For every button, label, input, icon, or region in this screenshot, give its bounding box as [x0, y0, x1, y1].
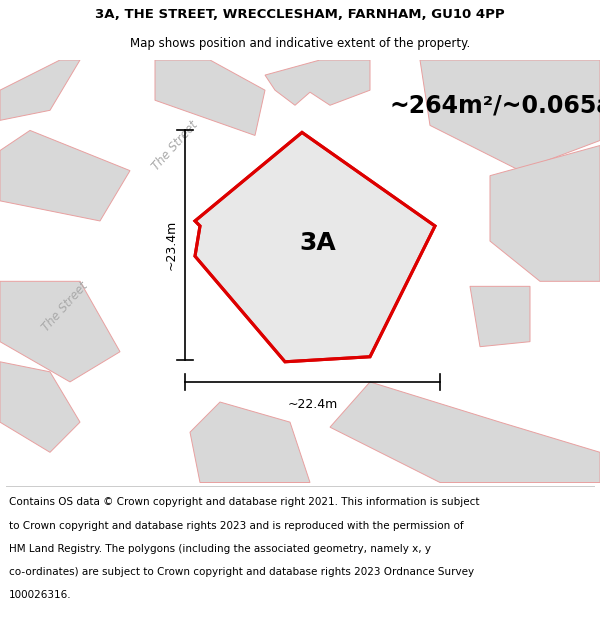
- Text: ~23.4m: ~23.4m: [164, 220, 178, 270]
- Text: ~264m²/~0.065ac.: ~264m²/~0.065ac.: [390, 93, 600, 118]
- Polygon shape: [0, 60, 200, 151]
- Polygon shape: [420, 60, 600, 171]
- Text: The Street: The Street: [149, 118, 200, 172]
- Text: ~22.4m: ~22.4m: [287, 398, 338, 411]
- Polygon shape: [0, 201, 180, 402]
- Text: 3A: 3A: [299, 231, 337, 255]
- Polygon shape: [330, 382, 600, 482]
- Text: Map shows position and indicative extent of the property.: Map shows position and indicative extent…: [130, 37, 470, 50]
- Polygon shape: [0, 281, 120, 382]
- Polygon shape: [155, 60, 300, 100]
- Polygon shape: [470, 286, 530, 347]
- Text: co-ordinates) are subject to Crown copyright and database rights 2023 Ordnance S: co-ordinates) are subject to Crown copyr…: [9, 567, 474, 577]
- Polygon shape: [265, 60, 370, 105]
- Polygon shape: [155, 60, 265, 136]
- Polygon shape: [195, 132, 435, 362]
- Polygon shape: [490, 146, 600, 281]
- Text: 3A, THE STREET, WRECCLESHAM, FARNHAM, GU10 4PP: 3A, THE STREET, WRECCLESHAM, FARNHAM, GU…: [95, 9, 505, 21]
- Text: The Street: The Street: [40, 279, 91, 334]
- Polygon shape: [225, 161, 408, 342]
- Polygon shape: [0, 131, 130, 221]
- Polygon shape: [0, 362, 80, 452]
- Polygon shape: [0, 60, 80, 121]
- Polygon shape: [390, 60, 600, 161]
- Text: HM Land Registry. The polygons (including the associated geometry, namely x, y: HM Land Registry. The polygons (includin…: [9, 544, 431, 554]
- Text: Contains OS data © Crown copyright and database right 2021. This information is : Contains OS data © Crown copyright and d…: [9, 498, 479, 508]
- Polygon shape: [190, 402, 310, 482]
- Text: 100026316.: 100026316.: [9, 590, 71, 600]
- Text: to Crown copyright and database rights 2023 and is reproduced with the permissio: to Crown copyright and database rights 2…: [9, 521, 464, 531]
